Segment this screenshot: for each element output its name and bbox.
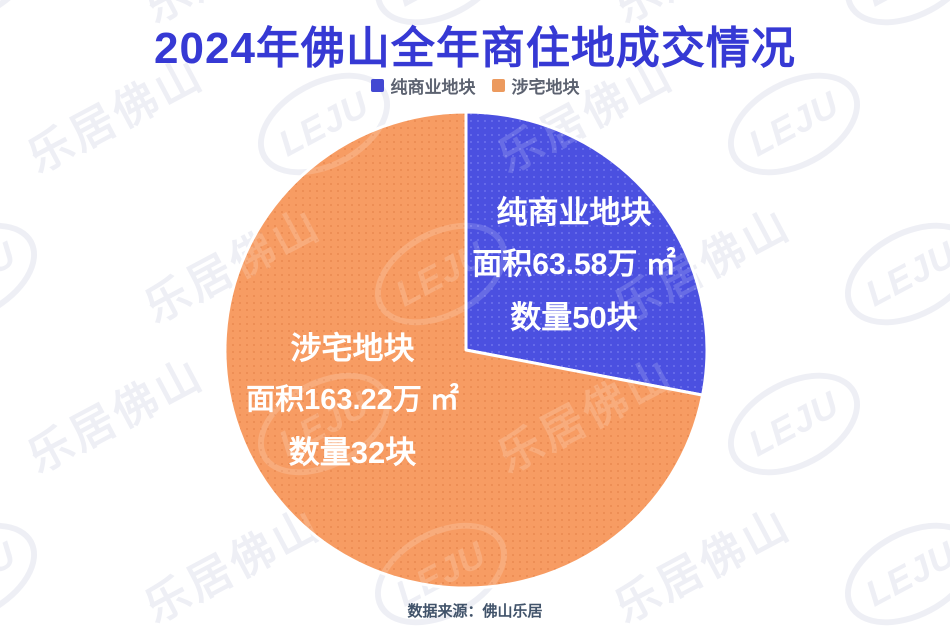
pie-slice-residential[interactable] (223, 110, 705, 590)
legend-label-commercial: 纯商业地块 (390, 78, 476, 97)
slice-name: 涉宅地块 (290, 331, 415, 366)
pie-slice-commercial[interactable] (464, 110, 709, 397)
data-source: 数据来源：佛山乐居 (407, 603, 543, 620)
slice-name: 纯商业地块 (496, 195, 652, 230)
slice-label-residential: 涉宅地块 面积163.22万 ㎡ 数量32块 (200, 333, 505, 468)
legend: 纯商业地块 涉宅地块 (0, 73, 950, 98)
legend-item-residential[interactable]: 涉宅地块 (491, 73, 580, 98)
slice-count: 数量32块 (288, 435, 417, 470)
legend-label-residential: 涉宅地块 (511, 78, 580, 97)
slice-area: 面积63.58万 ㎡ (472, 248, 676, 281)
chart-title: 2024年佛山全年商住地成交情况 (154, 24, 796, 73)
slice-area: 面积163.22万 ㎡ (246, 384, 459, 416)
legend-item-commercial[interactable]: 纯商业地块 (370, 73, 476, 98)
legend-swatch-commercial (370, 79, 384, 92)
legend-swatch-residential (491, 79, 505, 92)
slice-count: 数量50块 (510, 300, 638, 335)
slice-label-commercial: 纯商业地块 面积63.58万 ㎡ 数量50块 (440, 197, 708, 333)
